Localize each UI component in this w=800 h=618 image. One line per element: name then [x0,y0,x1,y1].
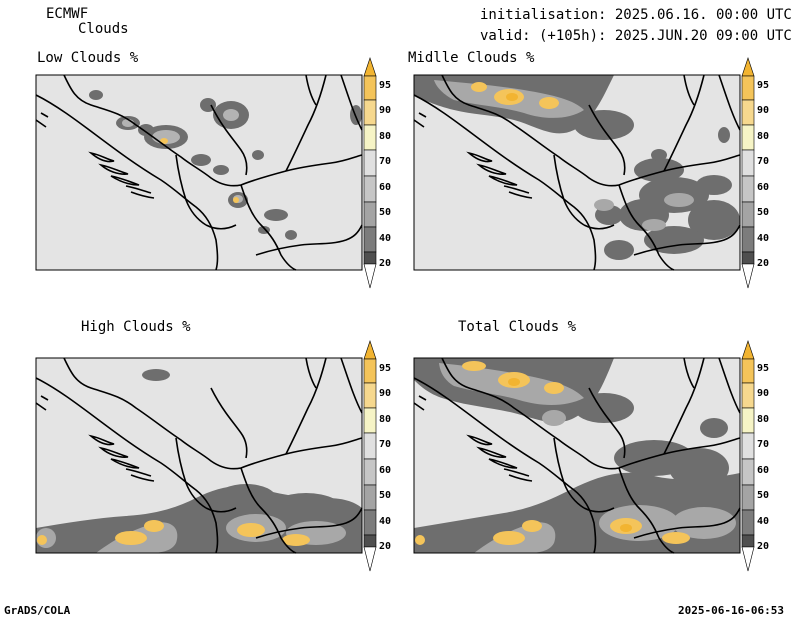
panel-title-high: High Clouds % [81,319,191,335]
panel-high-clouds [35,357,363,554]
colorbar-low-label-60: 60 [379,182,392,193]
field-name: Clouds [78,21,129,37]
colorbar-low-label-70: 70 [379,156,392,167]
colorbar-low-label-50: 50 [379,207,392,218]
colorbar-low [363,57,377,289]
colorbar-high-label-60: 60 [379,465,392,476]
panel-title-middle: Midlle Clouds % [408,50,535,66]
colorbar-low-label-90: 90 [379,105,392,116]
colorbar-total [741,340,755,572]
colorbar-high-label-20: 20 [379,541,392,552]
footer-right: 2025-06-16-06:53 [678,604,784,617]
colorbar-middle-label-80: 80 [757,131,770,142]
footer-left: GrADS/COLA [4,604,71,617]
colorbar-high-label-95: 95 [379,363,392,374]
colorbar-low-label-95: 95 [379,80,392,91]
colorbar-middle-label-20: 20 [757,258,770,269]
colorbar-total-label-40: 40 [757,516,770,527]
colorbar-total-label-50: 50 [757,490,770,501]
panel-low-clouds [35,74,363,271]
colorbar-high [363,340,377,572]
colorbar-low-label-80: 80 [379,131,392,142]
init-time: initialisation: 2025.06.16. 00:00 UTC [480,7,792,23]
panel-middle-clouds [413,74,741,271]
colorbar-high-label-70: 70 [379,439,392,450]
colorbar-total-label-90: 90 [757,388,770,399]
colorbar-high-label-40: 40 [379,516,392,527]
colorbar-middle-label-70: 70 [757,156,770,167]
colorbar-high-label-50: 50 [379,490,392,501]
colorbar-total-label-95: 95 [757,363,770,374]
colorbar-low-label-20: 20 [379,258,392,269]
colorbar-high-label-80: 80 [379,414,392,425]
colorbar-middle-label-60: 60 [757,182,770,193]
valid-time: valid: (+105h): 2025.JUN.20 09:00 UTC [480,28,792,44]
colorbar-middle-label-90: 90 [757,105,770,116]
panel-title-total: Total Clouds % [458,319,577,335]
colorbar-total-label-60: 60 [757,465,770,476]
colorbar-total-label-20: 20 [757,541,770,552]
panel-title-low: Low Clouds % [37,50,139,66]
colorbar-high-label-90: 90 [379,388,392,399]
model-name: ECMWF [46,6,89,22]
colorbar-total-label-70: 70 [757,439,770,450]
colorbar-middle-label-95: 95 [757,80,770,91]
panel-total-clouds [413,357,741,554]
colorbar-middle-label-50: 50 [757,207,770,218]
colorbar-total-label-80: 80 [757,414,770,425]
colorbar-middle-label-40: 40 [757,233,770,244]
colorbar-middle [741,57,755,289]
colorbar-low-label-40: 40 [379,233,392,244]
